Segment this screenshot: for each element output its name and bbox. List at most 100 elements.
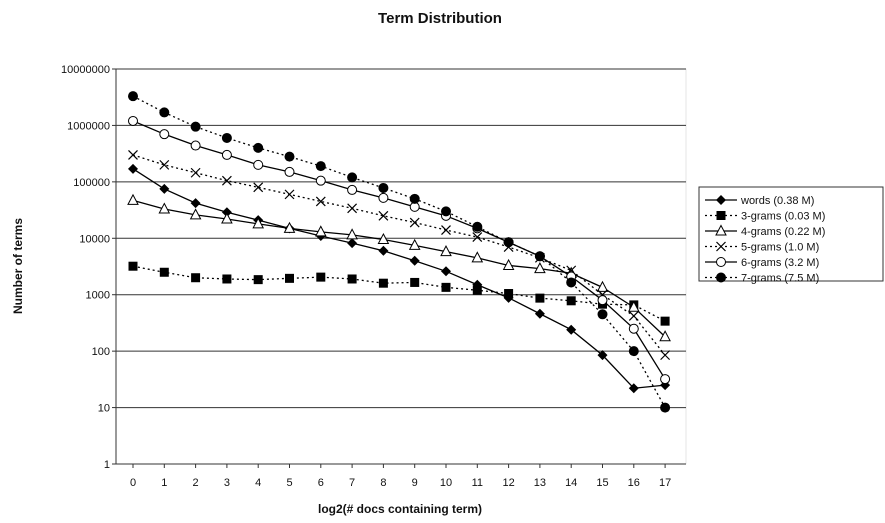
filled-circle-marker <box>315 161 326 172</box>
open-circle-marker <box>716 257 726 267</box>
triangle-marker <box>189 208 202 220</box>
legend: words (0.38 M) 3-grams (0.03 M) 4-grams (0… <box>698 186 884 285</box>
series-3 <box>127 193 671 342</box>
x-marker-stroke <box>159 159 170 170</box>
x-marker-stroke <box>253 182 264 193</box>
square-marker <box>660 316 670 326</box>
x-tick-label: 12 <box>502 477 514 489</box>
y-tick-label: 1 <box>104 459 110 471</box>
x-marker-stroke <box>716 241 726 252</box>
diamond-marker <box>221 207 232 218</box>
open-circle-marker <box>159 129 170 140</box>
square-marker <box>128 261 138 271</box>
x-marker <box>253 182 264 193</box>
x-axis: 0 1 2 3 4 5 6 7 8 9 10 11 12 13 14 15 16 17 <box>116 463 686 489</box>
x-tick-label: 15 <box>596 477 608 489</box>
open-circle-marker <box>221 149 232 160</box>
triangle-marker <box>440 245 452 257</box>
x-tick-label: 17 <box>659 477 671 489</box>
square-marker <box>378 278 388 288</box>
y-tick-label: 100 <box>92 346 110 358</box>
filled-circle-marker <box>534 251 545 262</box>
y-axis-title: Number of terms <box>11 218 25 314</box>
square-marker <box>253 275 263 285</box>
triangle-marker <box>377 232 390 245</box>
triangle-marker <box>314 225 327 237</box>
triangle-marker <box>715 224 727 236</box>
diamond-marker <box>378 245 389 256</box>
y-tick-label: 100000 <box>73 177 110 189</box>
square-marker <box>566 296 576 306</box>
gridlines <box>116 68 686 409</box>
square-marker <box>535 293 545 303</box>
legend-label: 4-grams (0.22 M) <box>741 226 825 238</box>
square-marker <box>441 282 451 292</box>
triangle-marker <box>627 300 640 312</box>
x-tick-label: 0 <box>130 477 136 489</box>
plot-area <box>115 68 687 465</box>
square-marker <box>347 274 357 284</box>
triangle-marker <box>659 330 671 342</box>
x-marker-stroke <box>190 167 201 178</box>
diamond-marker <box>597 350 608 361</box>
x-tick-label: 3 <box>224 477 230 489</box>
x-marker <box>128 150 138 160</box>
filled-circle-marker <box>566 277 577 288</box>
x-marker <box>190 167 201 178</box>
filled-circle-marker <box>159 107 170 118</box>
y-tick-label: 1000000 <box>67 120 110 132</box>
x-tick-label: 8 <box>380 477 386 489</box>
x-marker-stroke <box>315 196 326 207</box>
triangle-marker <box>221 212 233 224</box>
x-marker-stroke <box>441 225 451 235</box>
y-axis: 1 10 100 1000 10000 100000 1000000 10000000 <box>61 64 117 471</box>
x-marker <box>159 159 170 170</box>
x-axis-title: log2(# docs containing term) <box>318 502 482 516</box>
open-circle-marker <box>253 159 264 170</box>
filled-circle-marker <box>284 151 295 162</box>
square-marker <box>504 289 514 299</box>
diamond-marker <box>628 383 639 394</box>
open-circle-marker <box>128 115 138 126</box>
y-tick-label: 1000 <box>86 290 110 302</box>
x-marker-stroke <box>628 311 639 321</box>
filled-circle-marker <box>221 132 232 143</box>
y-tick-label: 10000000 <box>61 64 110 76</box>
x-marker <box>472 232 483 243</box>
open-circle-marker <box>628 323 639 334</box>
legend-entry: 5-grams (1.0 M) <box>705 242 819 254</box>
triangle-marker <box>596 280 609 292</box>
square-marker <box>472 285 482 295</box>
x-marker <box>409 217 420 228</box>
series-6 <box>128 91 671 413</box>
series-line <box>132 168 666 389</box>
x-marker-stroke <box>660 350 671 361</box>
chart-title: Term Distribution <box>378 10 502 27</box>
square-marker <box>222 274 232 284</box>
open-circle-marker <box>190 140 201 151</box>
x-marker <box>347 203 358 214</box>
triangle-marker <box>471 251 484 263</box>
open-circle-marker <box>315 175 326 186</box>
diamond-marker <box>159 183 170 194</box>
x-marker <box>315 196 326 207</box>
square-marker <box>191 273 201 283</box>
legend-label: 6-grams (3.2 M) <box>741 257 819 269</box>
filled-circle-marker <box>128 91 138 102</box>
x-tick-label: 5 <box>286 477 292 489</box>
filled-circle-marker <box>190 121 201 132</box>
filled-circle-marker <box>409 193 420 204</box>
x-marker <box>378 210 389 221</box>
square-marker <box>716 211 726 220</box>
series-line <box>132 265 666 322</box>
legend-entry: 4-grams (0.22 M) <box>705 224 825 238</box>
square-marker <box>159 267 169 277</box>
square-marker <box>285 273 294 283</box>
filled-circle-marker <box>597 309 608 320</box>
x-marker <box>716 241 726 252</box>
open-circle-marker <box>347 184 358 195</box>
y-tick-label: 10000 <box>79 233 110 245</box>
filled-circle-marker <box>347 172 358 183</box>
triangle-marker <box>283 221 296 233</box>
